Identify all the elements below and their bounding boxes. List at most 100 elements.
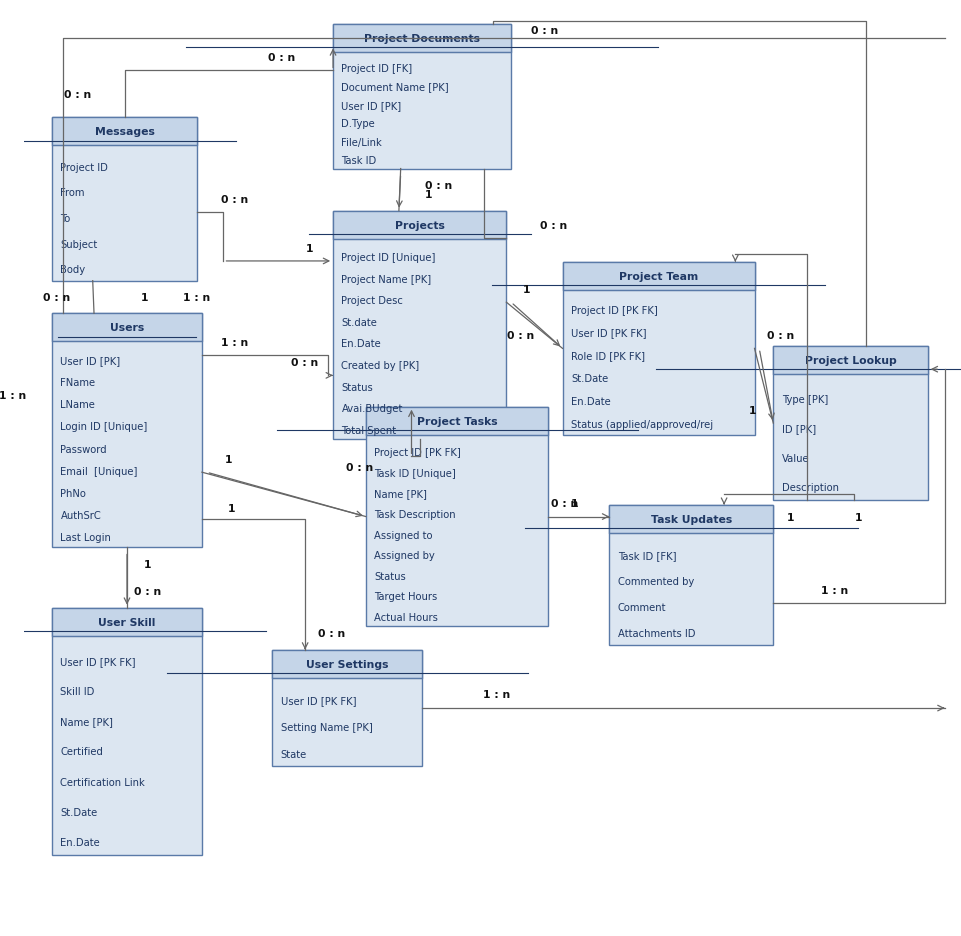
Text: Project Documents: Project Documents: [363, 34, 480, 44]
Text: AuthSrC: AuthSrC: [61, 510, 101, 520]
Text: 0 : n: 0 : n: [221, 195, 248, 205]
Text: Task ID [FK]: Task ID [FK]: [617, 550, 676, 561]
Bar: [52, 118, 197, 282]
Text: 1: 1: [571, 499, 578, 509]
Text: Project ID [FK]: Project ID [FK]: [341, 64, 412, 73]
Text: St.Date: St.Date: [61, 807, 98, 817]
Text: Avai.BUdget: Avai.BUdget: [341, 403, 403, 414]
Text: Last Login: Last Login: [61, 533, 111, 542]
Text: En.Date: En.Date: [61, 837, 100, 847]
Text: Total Spent: Total Spent: [341, 425, 396, 435]
Text: 0 : n: 0 : n: [766, 331, 794, 341]
Text: Role ID [PK FK]: Role ID [PK FK]: [571, 351, 644, 361]
Text: 0 : n: 0 : n: [506, 331, 533, 341]
Text: Name [PK]: Name [PK]: [374, 489, 427, 499]
Text: Comment: Comment: [617, 603, 666, 612]
Text: Task Updates: Task Updates: [650, 515, 731, 524]
Text: Messages: Messages: [94, 127, 155, 137]
Text: State: State: [281, 750, 307, 759]
Text: FName: FName: [61, 378, 95, 388]
Text: Created by [PK]: Created by [PK]: [341, 360, 419, 371]
Text: PhNo: PhNo: [61, 489, 86, 498]
Text: En.Date: En.Date: [341, 339, 381, 349]
Text: Status: Status: [341, 382, 373, 392]
Bar: [52, 314, 202, 342]
Text: 0 : n: 0 : n: [64, 90, 91, 100]
Bar: [52, 608, 202, 856]
Bar: [333, 24, 510, 52]
Text: Project ID [PK FK]: Project ID [PK FK]: [571, 305, 657, 315]
Text: User ID [PK FK]: User ID [PK FK]: [61, 656, 136, 666]
Text: 1: 1: [228, 504, 235, 513]
Text: St.date: St.date: [341, 317, 377, 328]
Text: Certified: Certified: [61, 747, 103, 756]
Bar: [562, 263, 753, 435]
Text: Description: Description: [781, 482, 838, 492]
Bar: [608, 505, 773, 534]
Text: Attachments ID: Attachments ID: [617, 629, 695, 638]
Text: User Settings: User Settings: [306, 659, 388, 669]
Text: 1: 1: [523, 285, 530, 295]
Bar: [773, 346, 926, 501]
Text: User ID [PK FK]: User ID [PK FK]: [571, 329, 646, 338]
Bar: [365, 407, 548, 626]
Text: 0 : n: 0 : n: [291, 358, 318, 368]
Text: Project Desc: Project Desc: [341, 296, 403, 306]
Text: Skill ID: Skill ID: [61, 687, 95, 696]
Text: From: From: [61, 188, 85, 198]
Text: Name [PK]: Name [PK]: [61, 717, 113, 726]
Text: 0 : n: 0 : n: [346, 463, 373, 473]
Text: 1: 1: [425, 190, 432, 199]
Text: 0 : n: 0 : n: [530, 26, 557, 37]
Text: Assigned to: Assigned to: [374, 530, 432, 540]
Text: 1: 1: [749, 405, 755, 416]
Text: Target Hours: Target Hours: [374, 592, 437, 602]
Text: Project Team: Project Team: [618, 271, 698, 282]
Text: Type [PK]: Type [PK]: [781, 395, 827, 404]
Text: 1: 1: [306, 243, 313, 254]
Text: En.Date: En.Date: [571, 397, 610, 407]
Text: St.Date: St.Date: [571, 374, 607, 384]
Text: Document Name [PK]: Document Name [PK]: [341, 82, 449, 92]
Text: 1: 1: [786, 513, 794, 522]
Text: Body: Body: [61, 265, 86, 275]
Bar: [333, 24, 510, 169]
Text: User Skill: User Skill: [98, 617, 156, 627]
Text: User ID [PK]: User ID [PK]: [61, 356, 120, 366]
Text: LName: LName: [61, 400, 95, 410]
Bar: [272, 650, 422, 678]
Text: To: To: [61, 213, 71, 224]
Text: Projects: Projects: [394, 220, 444, 230]
Text: Assigned by: Assigned by: [374, 550, 434, 561]
Text: Subject: Subject: [61, 240, 98, 249]
Text: File/Link: File/Link: [341, 138, 382, 148]
Text: Task ID: Task ID: [341, 156, 377, 166]
Text: 1 : n: 1 : n: [0, 390, 26, 401]
Text: Actual Hours: Actual Hours: [374, 612, 437, 622]
Bar: [773, 346, 926, 374]
Bar: [365, 407, 548, 435]
Text: Status: Status: [374, 571, 406, 581]
Bar: [333, 212, 505, 240]
Bar: [52, 118, 197, 146]
Bar: [272, 650, 422, 767]
Text: Project Name [PK]: Project Name [PK]: [341, 274, 431, 285]
Text: Users: Users: [110, 323, 144, 333]
Bar: [333, 212, 505, 440]
Text: Status (applied/approved/rej: Status (applied/approved/rej: [571, 420, 712, 430]
Text: Commented by: Commented by: [617, 577, 693, 587]
Text: Project ID [PK FK]: Project ID [PK FK]: [374, 447, 460, 458]
Text: 1: 1: [144, 559, 151, 569]
Text: Password: Password: [61, 444, 107, 454]
Text: Task ID [Unique]: Task ID [Unique]: [374, 468, 456, 478]
Text: Project ID: Project ID: [61, 163, 109, 173]
Bar: [562, 263, 753, 291]
Text: Login ID [Unique]: Login ID [Unique]: [61, 422, 148, 432]
Text: 1 : n: 1 : n: [820, 585, 847, 595]
Text: 0 : n: 0 : n: [317, 628, 345, 638]
Text: 0 : n: 0 : n: [134, 586, 161, 596]
Bar: [608, 505, 773, 645]
Text: 0 : n: 0 : n: [424, 182, 452, 191]
Text: 1 : n: 1 : n: [183, 292, 209, 302]
Text: 1: 1: [224, 455, 232, 464]
